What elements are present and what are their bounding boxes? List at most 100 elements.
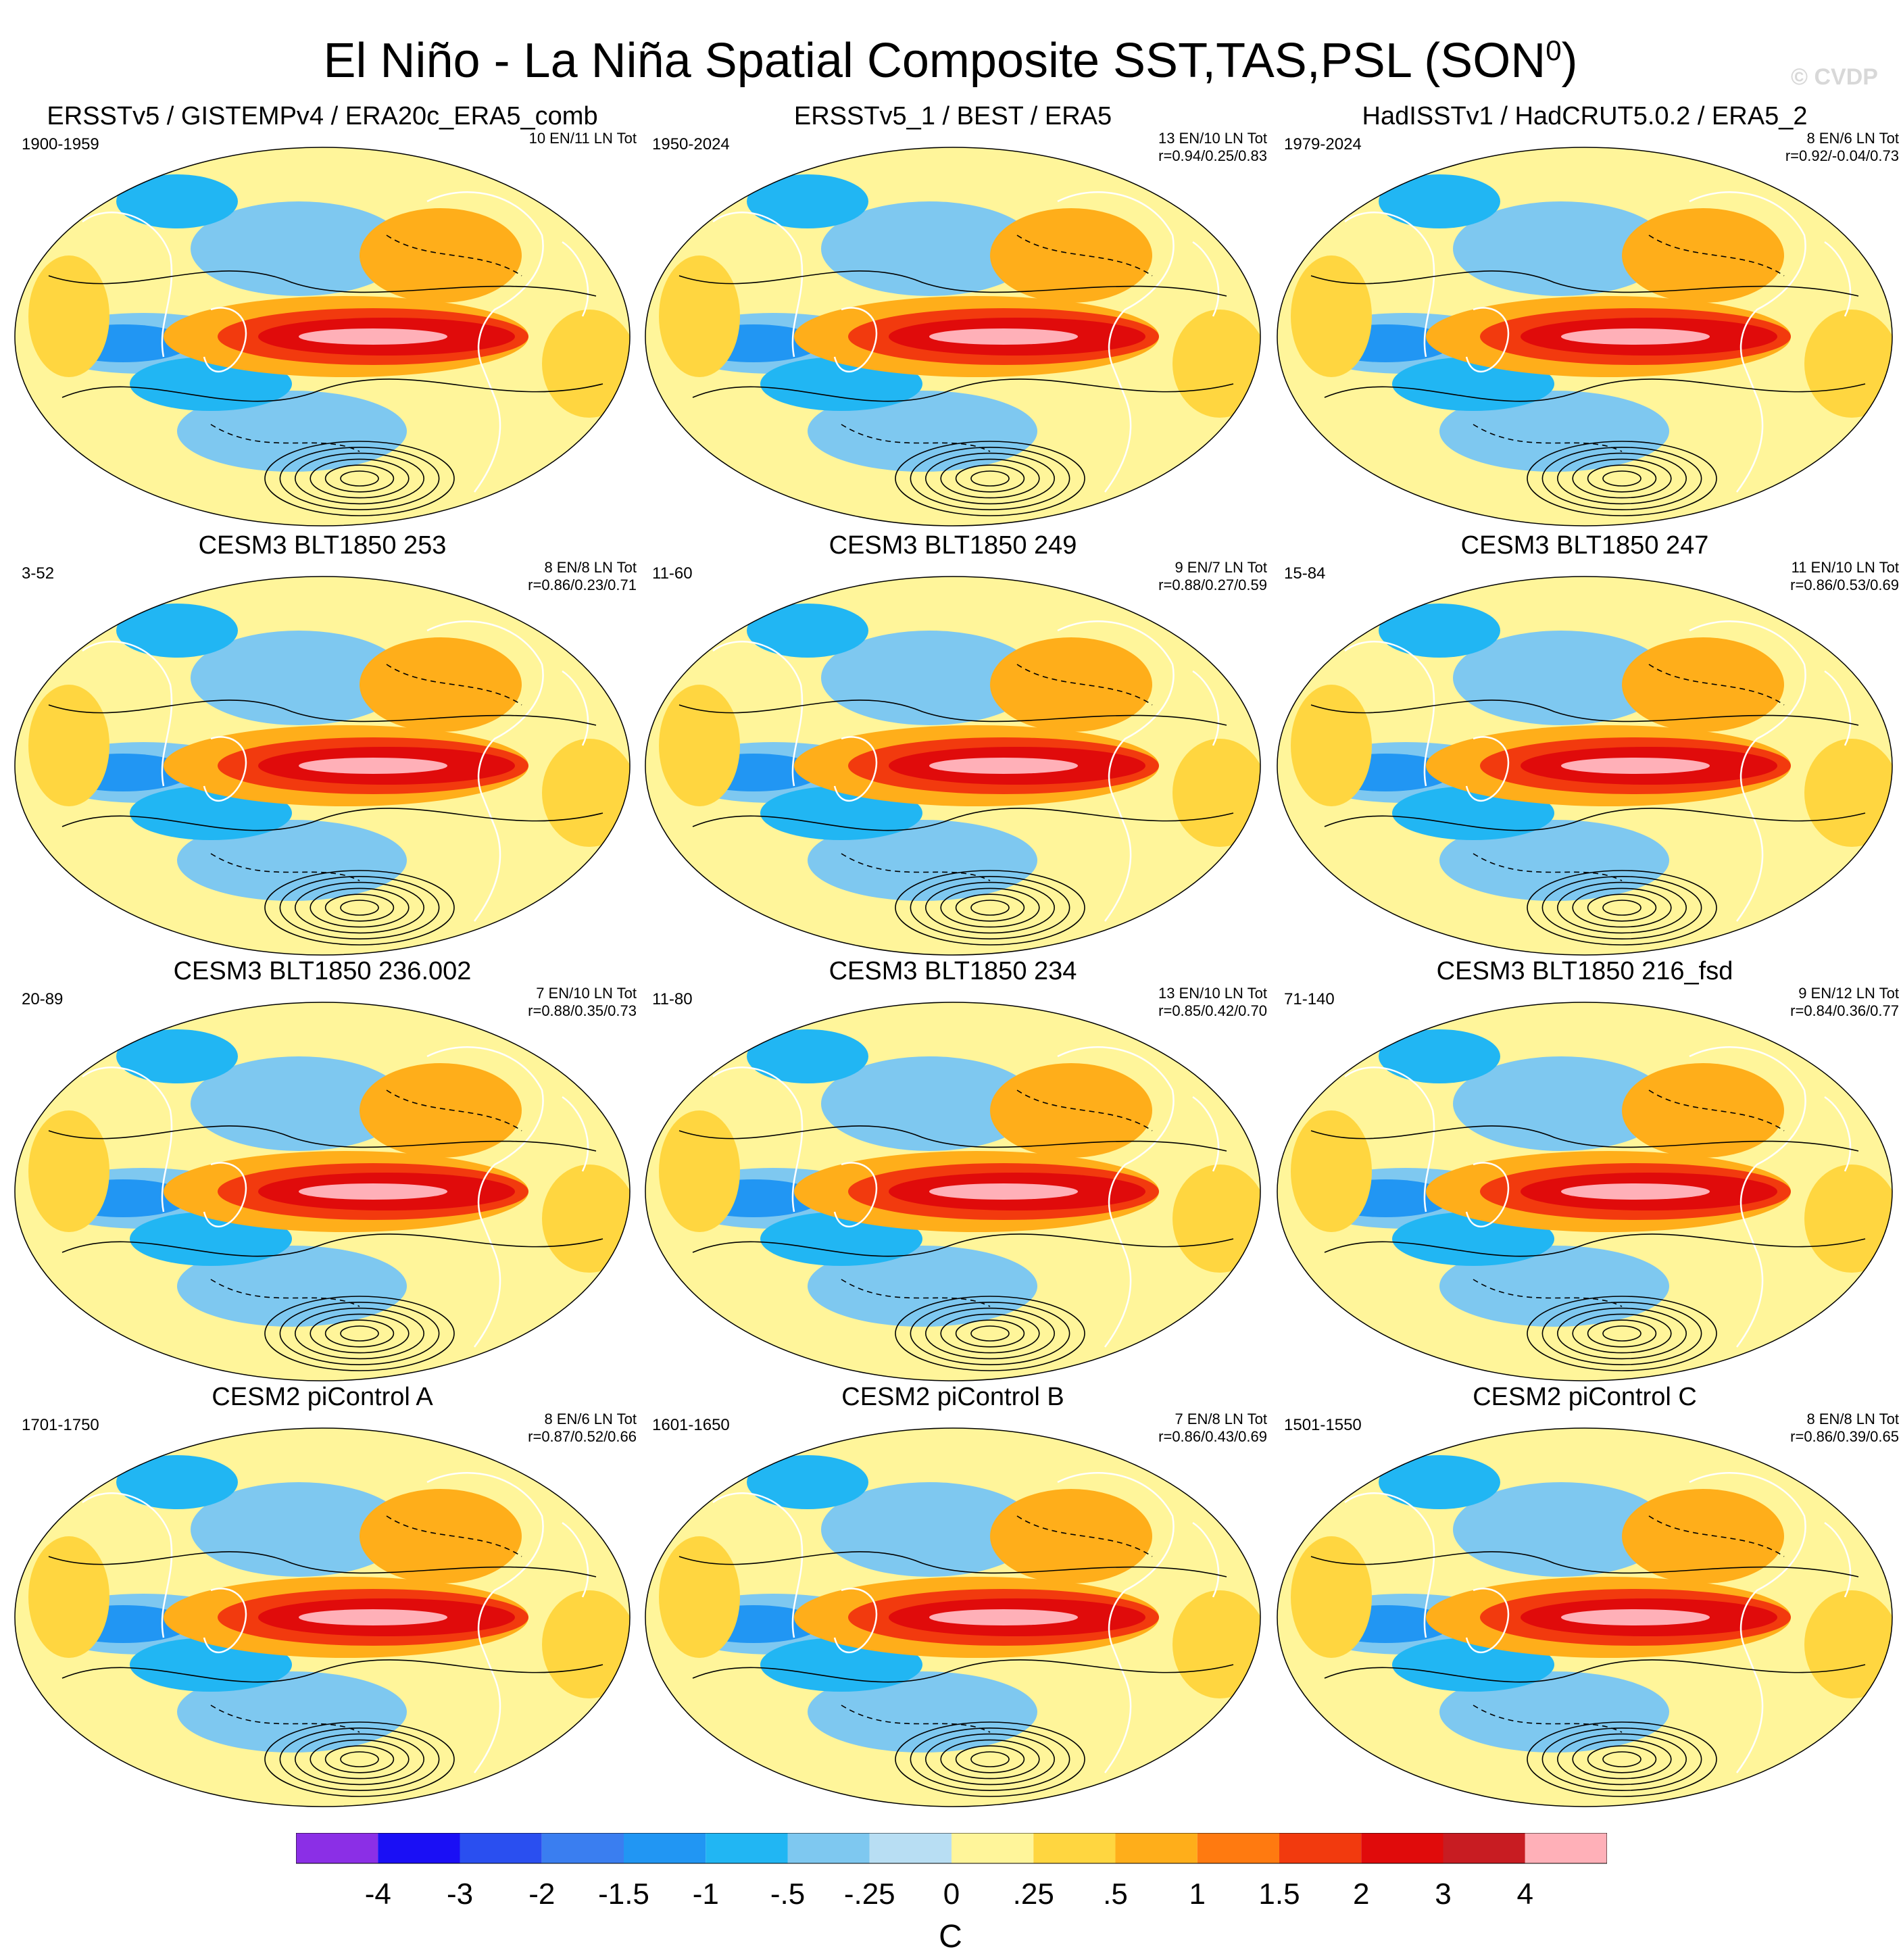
panel-pattern-correlations: r=0.86/0.39/0.65 [1790, 1428, 1899, 1445]
map-panel: CESM3 BLT1850 253 3-52 8 EN/8 LN Tot r=0.86… [8, 531, 637, 963]
panel-event-counts: 7 EN/10 LN Tot [536, 985, 637, 1002]
panel-title: ERSSTv5 / GISTEMPv4 / ERA20c_ERA5_comb [47, 102, 598, 130]
composite-map [1277, 1002, 1893, 1381]
colorbar-tick-label: -1 [693, 1878, 719, 1911]
colorbar-tick-label: -.5 [770, 1878, 805, 1911]
panel-pattern-correlations: r=0.85/0.42/0.70 [1158, 1002, 1267, 1019]
panel-title: CESM3 BLT1850 236.002 [173, 957, 472, 985]
map-panel: CESM3 BLT1850 236.002 20-89 7 EN/10 LN Tot… [8, 956, 637, 1389]
panel-title: CESM2 piControl C [1473, 1383, 1697, 1411]
panel-event-counts: 8 EN/8 LN Tot [1806, 1411, 1899, 1427]
panel-title: CESM3 BLT1850 249 [829, 531, 1077, 560]
panel-event-counts: 11 EN/10 LN Tot [1791, 559, 1899, 576]
colorbar-tick-label: 2 [1353, 1878, 1369, 1911]
panel-event-counts: 8 EN/6 LN Tot [544, 1411, 637, 1427]
map-panel: ERSSTv5_1 / BEST / ERA5 1950-2024 13 EN/10… [639, 101, 1267, 534]
map-panel: CESM3 BLT1850 234 11-80 13 EN/10 LN Tot r=0… [639, 956, 1267, 1389]
composite-map [645, 576, 1261, 956]
map-panel: HadISSTv1 / HadCRUT5.0.2 / ERA5_2 1979-20… [1270, 101, 1899, 534]
panel-years: 1900-1959 [22, 135, 99, 153]
colorbar-tick-label: -1.5 [598, 1878, 649, 1911]
panel-pattern-correlations: r=0.94/0.25/0.83 [1158, 147, 1267, 164]
panel-event-counts: 8 EN/6 LN Tot [1806, 130, 1899, 147]
panel-title: HadISSTv1 / HadCRUT5.0.2 / ERA5_2 [1362, 102, 1808, 130]
composite-map [14, 147, 631, 526]
panel-pattern-correlations: r=0.86/0.53/0.69 [1790, 577, 1899, 593]
colorbar-unit-label: C [939, 1919, 962, 1955]
panel-event-counts: 8 EN/8 LN Tot [544, 559, 637, 576]
panel-event-counts: 13 EN/10 LN Tot [1158, 130, 1267, 147]
panel-pattern-correlations: r=0.86/0.23/0.71 [528, 577, 637, 593]
colorbar-tick-label: -2 [528, 1878, 555, 1911]
colorbar-swatch [787, 1833, 870, 1863]
colorbar-swatch [952, 1833, 1034, 1863]
panel-title: CESM2 piControl B [841, 1383, 1064, 1411]
colorbar-tick-label: 3 [1435, 1878, 1451, 1911]
panel-title: CESM2 piControl A [212, 1383, 433, 1411]
panel-years: 1950-2024 [652, 135, 730, 153]
panel-pattern-correlations: r=0.92/-0.04/0.73 [1785, 147, 1899, 164]
composite-map [1277, 147, 1893, 526]
colorbar-swatch [460, 1833, 542, 1863]
composite-map [645, 1427, 1261, 1807]
colorbar-swatch [869, 1833, 952, 1863]
colorbar-tick-label: 1.5 [1258, 1878, 1300, 1911]
panel-title: CESM3 BLT1850 216_fsd [1436, 957, 1733, 985]
panel-pattern-correlations: r=0.84/0.36/0.77 [1790, 1002, 1899, 1019]
colorbar-swatch [541, 1833, 624, 1863]
colorbar-tick-label: 1 [1189, 1878, 1206, 1911]
colorbar-swatch [1525, 1833, 1607, 1863]
panel-title: ERSSTv5_1 / BEST / ERA5 [793, 102, 1112, 130]
panel-years: 11-80 [652, 990, 693, 1008]
panel-years: 15-84 [1284, 564, 1326, 583]
colorbar-swatch [706, 1833, 788, 1863]
map-panel: CESM2 piControl C 1501-1550 8 EN/8 LN Tot r… [1270, 1382, 1899, 1815]
panel-title: CESM3 BLT1850 247 [1460, 531, 1709, 560]
watermark: © CVDP [1791, 64, 1878, 90]
page-title: El Niño - La Niña Spatial Composite SST,… [0, 20, 1901, 91]
title-suffix: ) [1561, 34, 1578, 88]
panel-pattern-correlations: r=0.88/0.35/0.73 [528, 1002, 637, 1019]
colorbar-swatch [1197, 1833, 1279, 1863]
composite-map [645, 147, 1261, 526]
panel-years: 11-60 [652, 564, 693, 583]
map-panel: CESM3 BLT1850 249 11-60 9 EN/7 LN Tot r=0.8… [639, 531, 1267, 963]
colorbar-swatch [1115, 1833, 1198, 1863]
title-superscript: 0 [1546, 34, 1562, 66]
panel-event-counts: 13 EN/10 LN Tot [1158, 985, 1267, 1002]
colorbar-tick-label: .5 [1103, 1878, 1128, 1911]
colorbar-swatch [624, 1833, 706, 1863]
panel-event-counts: 9 EN/7 LN Tot [1175, 559, 1267, 576]
title-text: El Niño - La Niña Spatial Composite SST,… [323, 34, 1546, 88]
composite-map [1277, 576, 1893, 956]
panel-years: 1501-1550 [1284, 1416, 1362, 1434]
panel-pattern-correlations: r=0.86/0.43/0.69 [1158, 1428, 1267, 1445]
panel-title: CESM3 BLT1850 253 [198, 531, 447, 560]
panel-event-counts: 9 EN/12 LN Tot [1798, 985, 1899, 1002]
panel-years: 1701-1750 [22, 1416, 99, 1434]
colorbar-tick-label: -4 [365, 1878, 391, 1911]
panel-years: 20-89 [22, 990, 64, 1008]
panel-pattern-correlations: r=0.88/0.27/0.59 [1158, 577, 1267, 593]
colorbar-swatch [378, 1833, 460, 1863]
colorbar: -4 -3 -2 -1.5 -1 -.5 -.25 0 .25 .5 1 1.5 2 3 4 [296, 1833, 1607, 1911]
colorbar-swatch [1361, 1833, 1443, 1863]
colorbar-swatch [296, 1833, 378, 1863]
panel-pattern-correlations: r=0.87/0.52/0.66 [528, 1428, 637, 1445]
panel-years: 1601-1650 [652, 1416, 730, 1434]
colorbar-tick-label: .25 [1013, 1878, 1054, 1911]
map-panel: CESM3 BLT1850 216_fsd 71-140 9 EN/12 LN To… [1270, 956, 1899, 1389]
map-panel: CESM2 piControl A 1701-1750 8 EN/6 LN Tot r… [8, 1382, 637, 1815]
panel-years: 1979-2024 [1284, 135, 1362, 153]
colorbar-tick-label: 4 [1517, 1878, 1533, 1911]
colorbar-swatch [1279, 1833, 1362, 1863]
panel-years: 71-140 [1284, 990, 1335, 1008]
composite-map [14, 1427, 631, 1807]
panel-event-counts: 10 EN/11 LN Tot [528, 130, 637, 147]
colorbar-swatch [1443, 1833, 1525, 1863]
composite-map [14, 1002, 631, 1381]
colorbar-swatch [1033, 1833, 1116, 1863]
composite-map [645, 1002, 1261, 1381]
panel-event-counts: 7 EN/8 LN Tot [1175, 1411, 1267, 1427]
map-panel: CESM3 BLT1850 247 15-84 11 EN/10 LN Tot r=0… [1270, 531, 1899, 963]
